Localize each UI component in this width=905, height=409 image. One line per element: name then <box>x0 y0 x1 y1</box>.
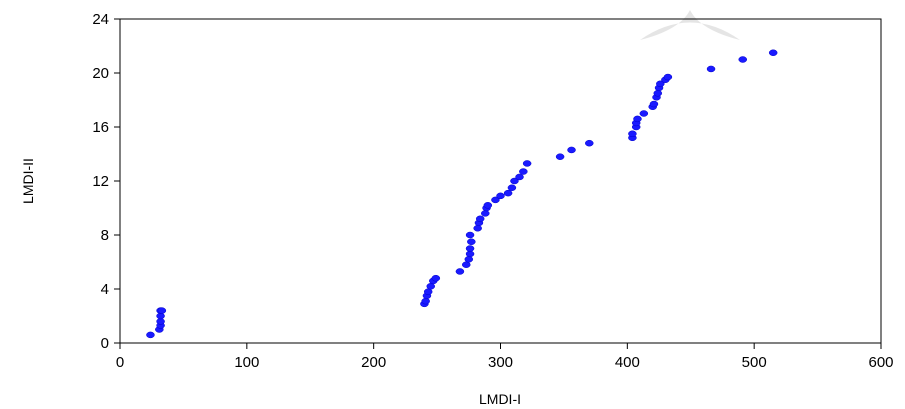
data-point <box>633 115 642 123</box>
data-point <box>653 90 663 97</box>
x-tick-label: 100 <box>234 354 259 371</box>
x-tick-label: 400 <box>615 354 640 371</box>
data-point <box>491 196 500 204</box>
y-tick-label: 8 <box>101 227 109 244</box>
data-point <box>639 110 649 117</box>
data-point <box>768 49 778 56</box>
data-point <box>481 210 490 217</box>
data-point <box>464 256 474 263</box>
data-point <box>146 331 155 339</box>
x-tick-label: 300 <box>488 354 513 371</box>
data-point <box>462 261 471 268</box>
data-point <box>455 268 465 275</box>
y-tick-label: 4 <box>101 281 109 298</box>
data-point <box>473 225 482 232</box>
data-point <box>465 231 475 239</box>
y-tick-label: 12 <box>92 173 109 190</box>
data-point <box>157 307 167 314</box>
data-point <box>522 160 532 167</box>
data-point <box>567 146 576 154</box>
watermark <box>640 10 740 40</box>
data-point <box>483 202 493 209</box>
data-point <box>423 288 433 295</box>
data-point <box>156 312 165 320</box>
data-point <box>431 274 441 282</box>
data-point <box>555 153 565 160</box>
data-point <box>496 192 505 200</box>
data-point <box>649 100 659 108</box>
y-tick-label: 16 <box>92 119 109 136</box>
data-point <box>628 130 637 137</box>
data-point <box>663 73 673 81</box>
x-tick-label: 0 <box>116 354 124 371</box>
data-point <box>465 250 475 258</box>
data-point <box>656 80 665 88</box>
data-point <box>156 318 165 325</box>
data-point <box>706 65 716 73</box>
y-tick-label: 24 <box>92 11 109 28</box>
y-axis: 0 4 8 12 16 20 24 <box>92 11 120 352</box>
data-point <box>738 56 748 63</box>
y-axis-title: LMDI-II <box>20 158 36 204</box>
data-points <box>146 49 778 339</box>
data-point <box>510 177 519 185</box>
x-tick-label: 200 <box>361 354 386 371</box>
plot-frame <box>119 18 882 344</box>
x-axis: 0 100 200 300 400 500 600 <box>116 343 894 371</box>
data-point <box>515 173 524 181</box>
data-point <box>519 168 528 175</box>
data-point <box>585 139 594 147</box>
data-point <box>426 283 435 290</box>
data-point <box>467 238 476 245</box>
data-point <box>475 215 485 223</box>
x-tick-label: 500 <box>742 354 767 371</box>
y-tick-label: 0 <box>101 335 109 352</box>
data-point <box>503 189 513 197</box>
x-tick-label: 600 <box>868 354 893 371</box>
y-tick-label: 20 <box>92 65 109 82</box>
data-point <box>507 184 517 191</box>
data-point <box>465 245 475 252</box>
x-axis-title: LMDI-I <box>479 391 521 407</box>
data-point <box>421 297 430 305</box>
